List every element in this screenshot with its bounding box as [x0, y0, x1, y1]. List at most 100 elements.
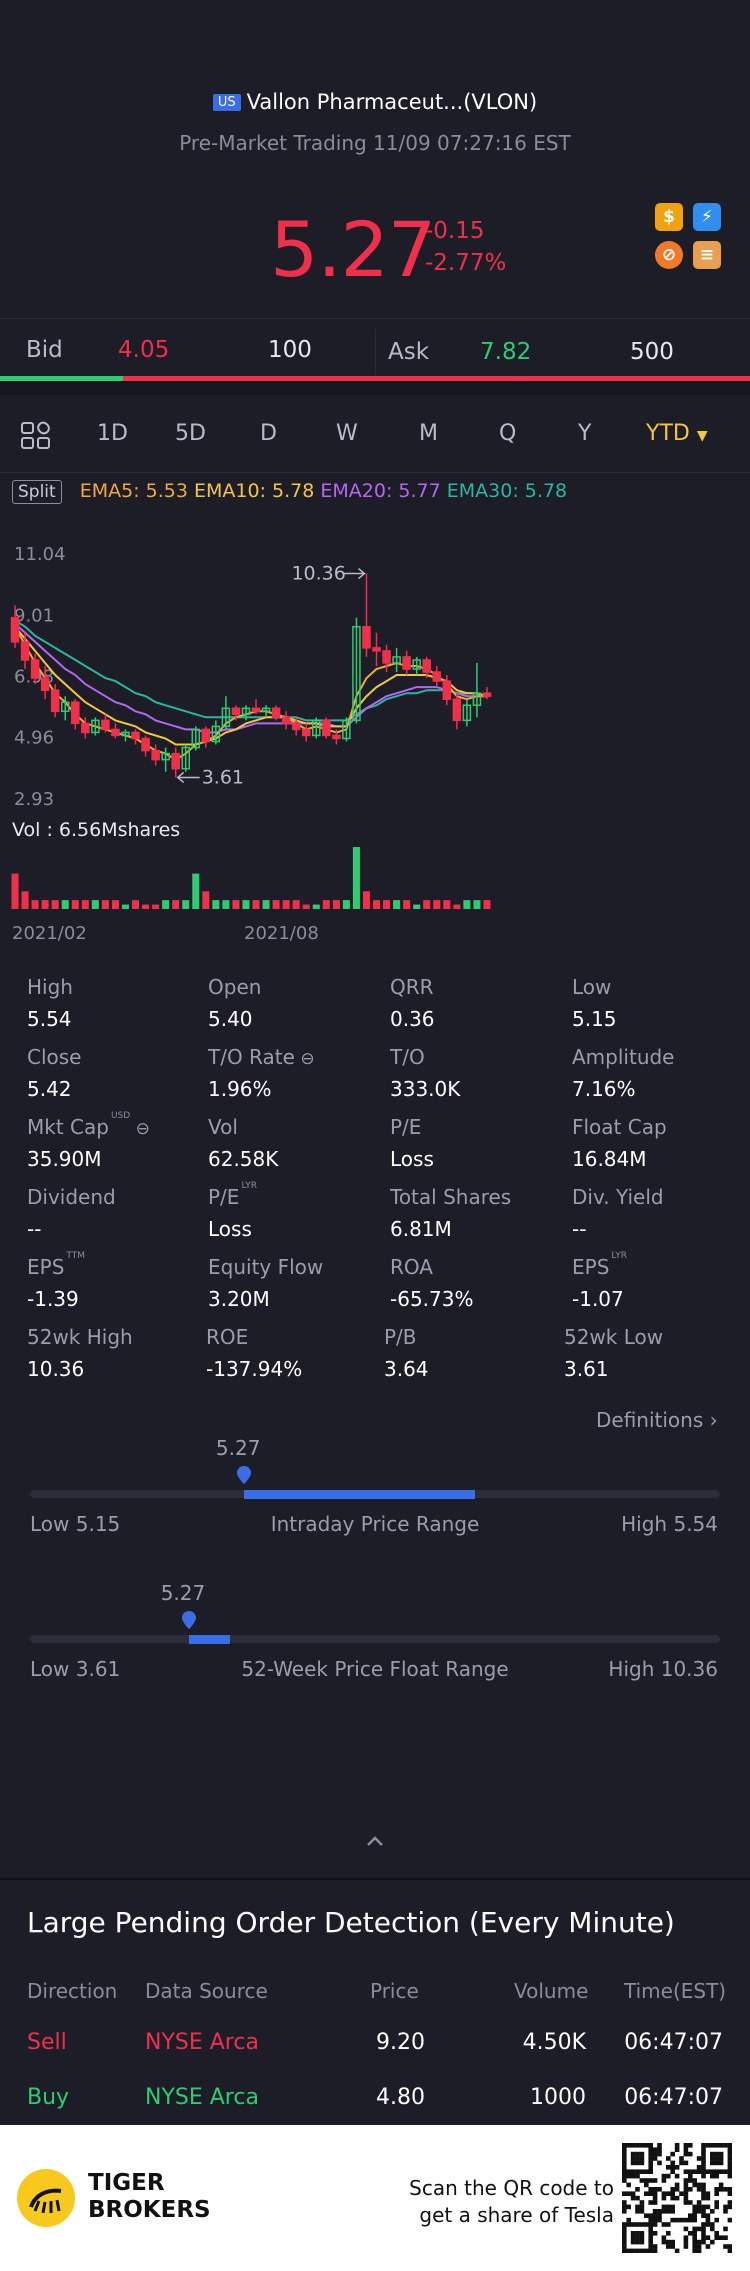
stat-value: Loss: [390, 1147, 434, 1171]
stat-qualifier: LYR: [611, 1251, 627, 1262]
flash-icon[interactable]: ⚡: [693, 203, 721, 231]
tab-m[interactable]: M: [419, 421, 438, 446]
volume-bar: [413, 904, 421, 909]
candle-body: [362, 625, 371, 649]
volume-bar: [111, 900, 119, 909]
candle-body: [111, 728, 120, 737]
stat-value: 1.96%: [208, 1077, 272, 1101]
collapse-chevron-up-icon[interactable]: [362, 1832, 388, 1850]
stat-label-text: T/O: [390, 1045, 425, 1069]
col-price: Price: [370, 1979, 419, 2003]
tab-w[interactable]: W: [336, 421, 358, 446]
stat-label: Total Shares: [390, 1185, 511, 1209]
dollar-icon[interactable]: $: [655, 203, 683, 231]
volume-bar: [41, 900, 49, 909]
candle-body: [40, 677, 50, 691]
definitions-link[interactable]: Definitions ›: [596, 1408, 718, 1432]
stat-label: P/E: [390, 1115, 421, 1139]
stat-label: Equity Flow: [208, 1255, 323, 1279]
intraday-range: 5.27 Low 5.15 Intraday Price Range High …: [0, 1432, 750, 1542]
table-row[interactable]: Buy NYSE Arca 4.80 1000 06:47:07: [0, 2075, 750, 2115]
tab-y[interactable]: Y: [578, 421, 592, 446]
stat-label-text: Dividend: [27, 1185, 116, 1209]
ema5-label: EMA5: 5.53: [79, 480, 188, 502]
stat-value: Loss: [208, 1217, 252, 1241]
volume-bar: [222, 900, 230, 909]
candle-body: [221, 707, 231, 728]
stat-label-text: 52wk High: [27, 1325, 133, 1349]
volume-bar: [473, 900, 481, 909]
promo-footer[interactable]: TIGER BROKERS Scan the QR code to get a …: [0, 2125, 750, 2271]
candle-body: [30, 659, 40, 679]
candle-body: [472, 692, 482, 707]
ask-size: 500: [630, 339, 674, 365]
candle-body: [50, 689, 60, 713]
stat-label-text: Mkt Cap: [27, 1115, 109, 1139]
market-badge: US: [212, 94, 241, 111]
week52-title: 52-Week Price Float Range: [241, 1657, 509, 1681]
volume-bar: [252, 900, 260, 909]
grid-layout-icon[interactable]: [20, 421, 52, 451]
intraday-fill: [243, 1490, 476, 1499]
stat-value: 3.61: [564, 1357, 609, 1381]
info-icon[interactable]: ⊖: [130, 1119, 150, 1139]
pending-order-panel: Large Pending Order Detection (Every Min…: [0, 1878, 750, 2124]
chevron-down-icon: ▼: [696, 428, 708, 444]
volume-bar: [362, 891, 370, 909]
candle-body: [181, 746, 190, 770]
candle-body: [271, 707, 281, 719]
candle-body: [261, 707, 271, 713]
volume-bar: [383, 900, 391, 909]
tab-d[interactable]: D: [260, 421, 277, 446]
candle-body: [422, 659, 431, 673]
volume-bar: [192, 873, 200, 909]
candle-body: [412, 659, 421, 670]
intraday-high: High 5.54: [621, 1512, 718, 1536]
stat-label-text: P/E: [390, 1115, 422, 1139]
volume-bar: [342, 900, 350, 909]
tab-1d[interactable]: 1D: [97, 421, 128, 446]
ask-price: 7.82: [480, 339, 532, 365]
candle-body: [372, 647, 381, 652]
stat-label-text: Close: [27, 1045, 82, 1069]
volume-bar: [61, 900, 69, 909]
intraday-low: Low 5.15: [30, 1512, 121, 1536]
tab-ytd[interactable]: YTD ▼: [646, 421, 708, 446]
week52-fill: [188, 1635, 231, 1644]
tab-ytd-label: YTD: [646, 421, 690, 446]
row-direction: Buy: [27, 2085, 70, 2110]
no-margin-icon[interactable]: ⊘: [655, 241, 683, 269]
arrow-left-icon: [176, 771, 200, 784]
tab-q[interactable]: Q: [499, 421, 517, 446]
table-row[interactable]: Sell NYSE Arca 9.20 4.50K 06:47:07: [0, 2020, 750, 2060]
ema-legend: Split EMA5: 5.53 EMA10: 5.78 EMA20: 5.77…: [12, 480, 567, 504]
scan-line1: Scan the QR code to: [409, 2176, 614, 2200]
volume-bar: [272, 900, 280, 909]
candle-body: [20, 641, 30, 661]
x-tick-label: 2021/08: [244, 923, 319, 944]
volume-bar: [242, 900, 250, 909]
stat-qualifier: TTM: [66, 1251, 86, 1262]
col-direction: Direction: [27, 1979, 118, 2003]
qr-code-icon[interactable]: [622, 2143, 733, 2254]
tab-5d[interactable]: 5D: [175, 421, 206, 446]
stat-label-text: Open: [208, 975, 262, 999]
split-button[interactable]: Split: [12, 480, 62, 504]
change-percent: -2.77%: [425, 250, 507, 276]
stat-value: 5.42: [27, 1077, 72, 1101]
volume-bar: [262, 900, 270, 909]
candle-body: [121, 731, 130, 737]
week52-track: [30, 1635, 720, 1643]
stat-value: 3.64: [384, 1357, 429, 1381]
volume-bar: [132, 900, 140, 909]
ema10-label: EMA10: 5.78: [194, 480, 315, 502]
y-tick-label: 4.96: [14, 728, 54, 749]
stack-icon[interactable]: ≡: [693, 241, 721, 269]
stat-value: -65.73%: [390, 1287, 474, 1311]
row-volume: 4.50K: [522, 2030, 586, 2055]
info-icon[interactable]: ⊖: [294, 1049, 315, 1069]
definitions-label: Definitions: [596, 1408, 704, 1432]
volume-bar: [162, 900, 170, 909]
